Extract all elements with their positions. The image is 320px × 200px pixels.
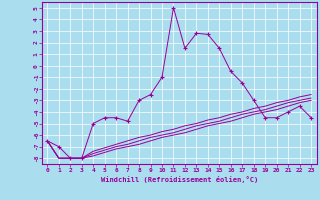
X-axis label: Windchill (Refroidissement éolien,°C): Windchill (Refroidissement éolien,°C) xyxy=(100,176,258,183)
